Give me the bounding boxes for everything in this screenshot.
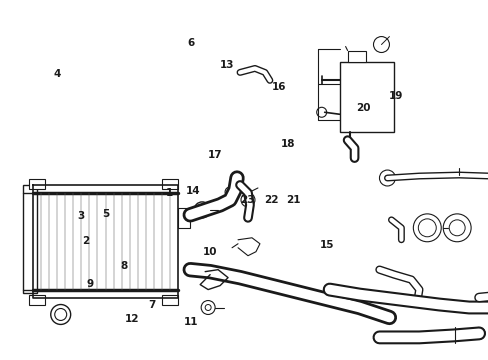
Text: 20: 20: [356, 103, 370, 113]
Text: 3: 3: [78, 211, 85, 221]
Bar: [347, 50, 365, 62]
Text: 18: 18: [281, 139, 295, 149]
Circle shape: [373, 37, 388, 53]
Text: 17: 17: [207, 150, 222, 160]
Text: 10: 10: [203, 247, 217, 257]
Text: 4: 4: [53, 69, 61, 79]
Circle shape: [55, 309, 66, 320]
Text: 23: 23: [239, 195, 254, 205]
Circle shape: [412, 214, 440, 242]
Circle shape: [205, 305, 211, 310]
Text: 12: 12: [125, 314, 140, 324]
Text: 8: 8: [120, 261, 127, 271]
Circle shape: [472, 328, 484, 339]
Circle shape: [448, 220, 464, 236]
Bar: [339, 62, 394, 132]
Circle shape: [442, 214, 470, 242]
Bar: [162, 179, 178, 189]
Circle shape: [194, 202, 210, 218]
Circle shape: [51, 305, 71, 324]
Text: 11: 11: [183, 317, 198, 327]
Text: 2: 2: [82, 236, 90, 246]
Text: 15: 15: [320, 239, 334, 249]
Circle shape: [316, 107, 326, 117]
Bar: [178, 208, 190, 228]
Text: 21: 21: [285, 195, 300, 205]
Bar: [29, 179, 45, 189]
Bar: [23, 185, 37, 293]
Circle shape: [198, 206, 206, 214]
Circle shape: [241, 193, 254, 207]
Text: 9: 9: [86, 279, 94, 289]
Bar: [29, 294, 45, 305]
Text: 7: 7: [148, 300, 155, 310]
Text: 19: 19: [387, 91, 402, 101]
Text: 16: 16: [271, 82, 285, 92]
Circle shape: [224, 187, 235, 197]
Text: 14: 14: [185, 186, 200, 196]
Circle shape: [379, 170, 395, 186]
Text: 5: 5: [102, 209, 109, 219]
Text: 6: 6: [187, 38, 194, 48]
Circle shape: [201, 301, 215, 315]
Text: 22: 22: [264, 195, 278, 205]
Circle shape: [417, 219, 435, 237]
Text: 1: 1: [165, 188, 172, 198]
Bar: [162, 294, 178, 305]
Text: 13: 13: [220, 59, 234, 69]
